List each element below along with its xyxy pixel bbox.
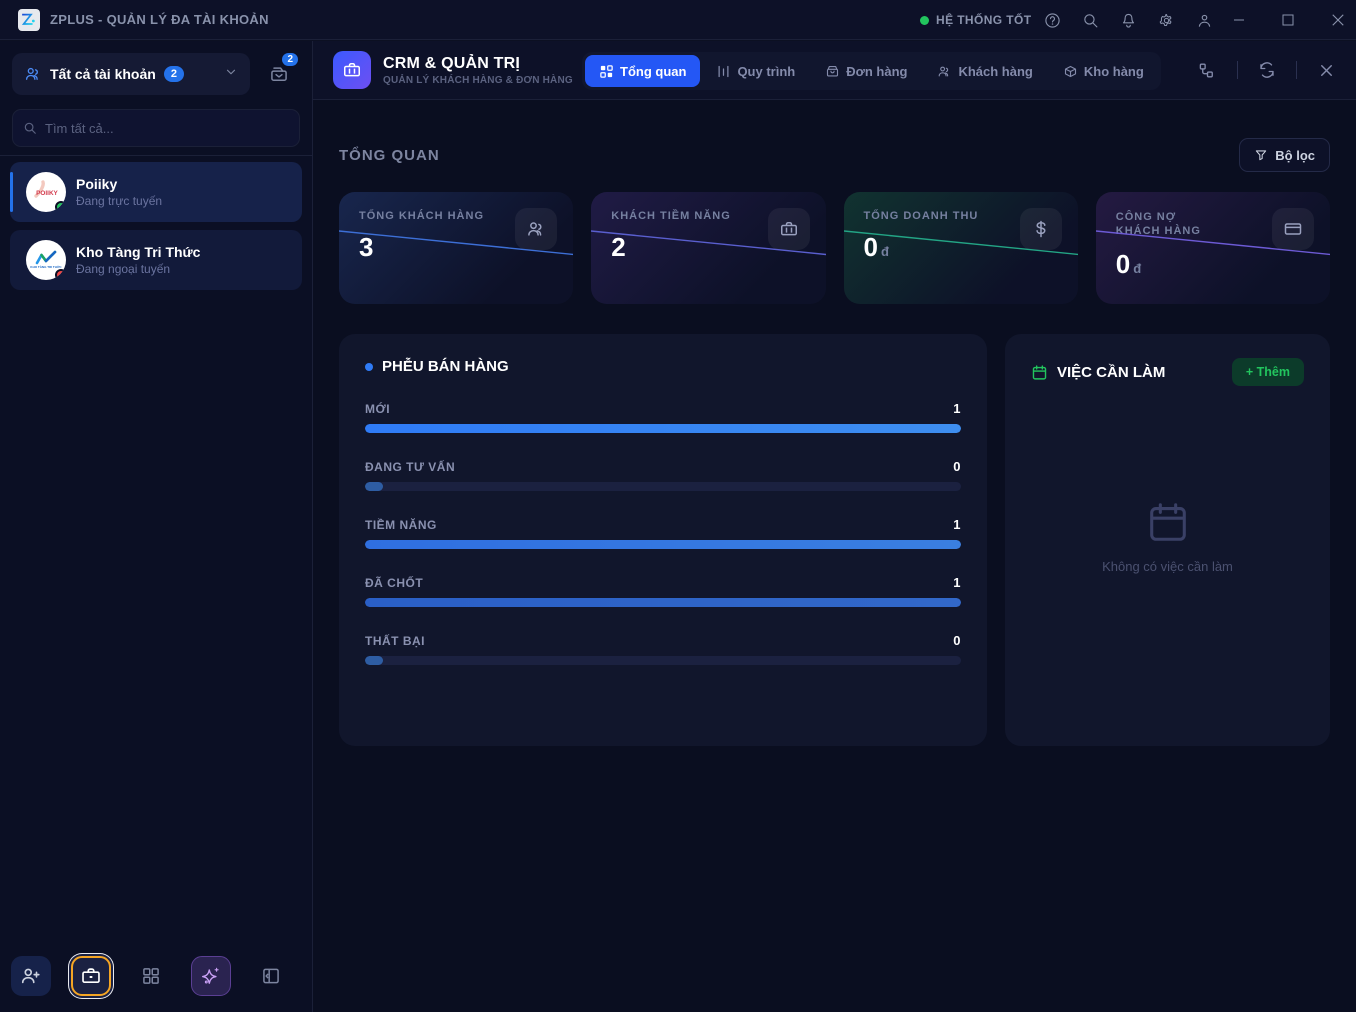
svg-text:POIIKY: POIIKY [36,190,58,197]
svg-text:KHO TÀNG TRI THỨC: KHO TÀNG TRI THỨC [30,264,62,269]
